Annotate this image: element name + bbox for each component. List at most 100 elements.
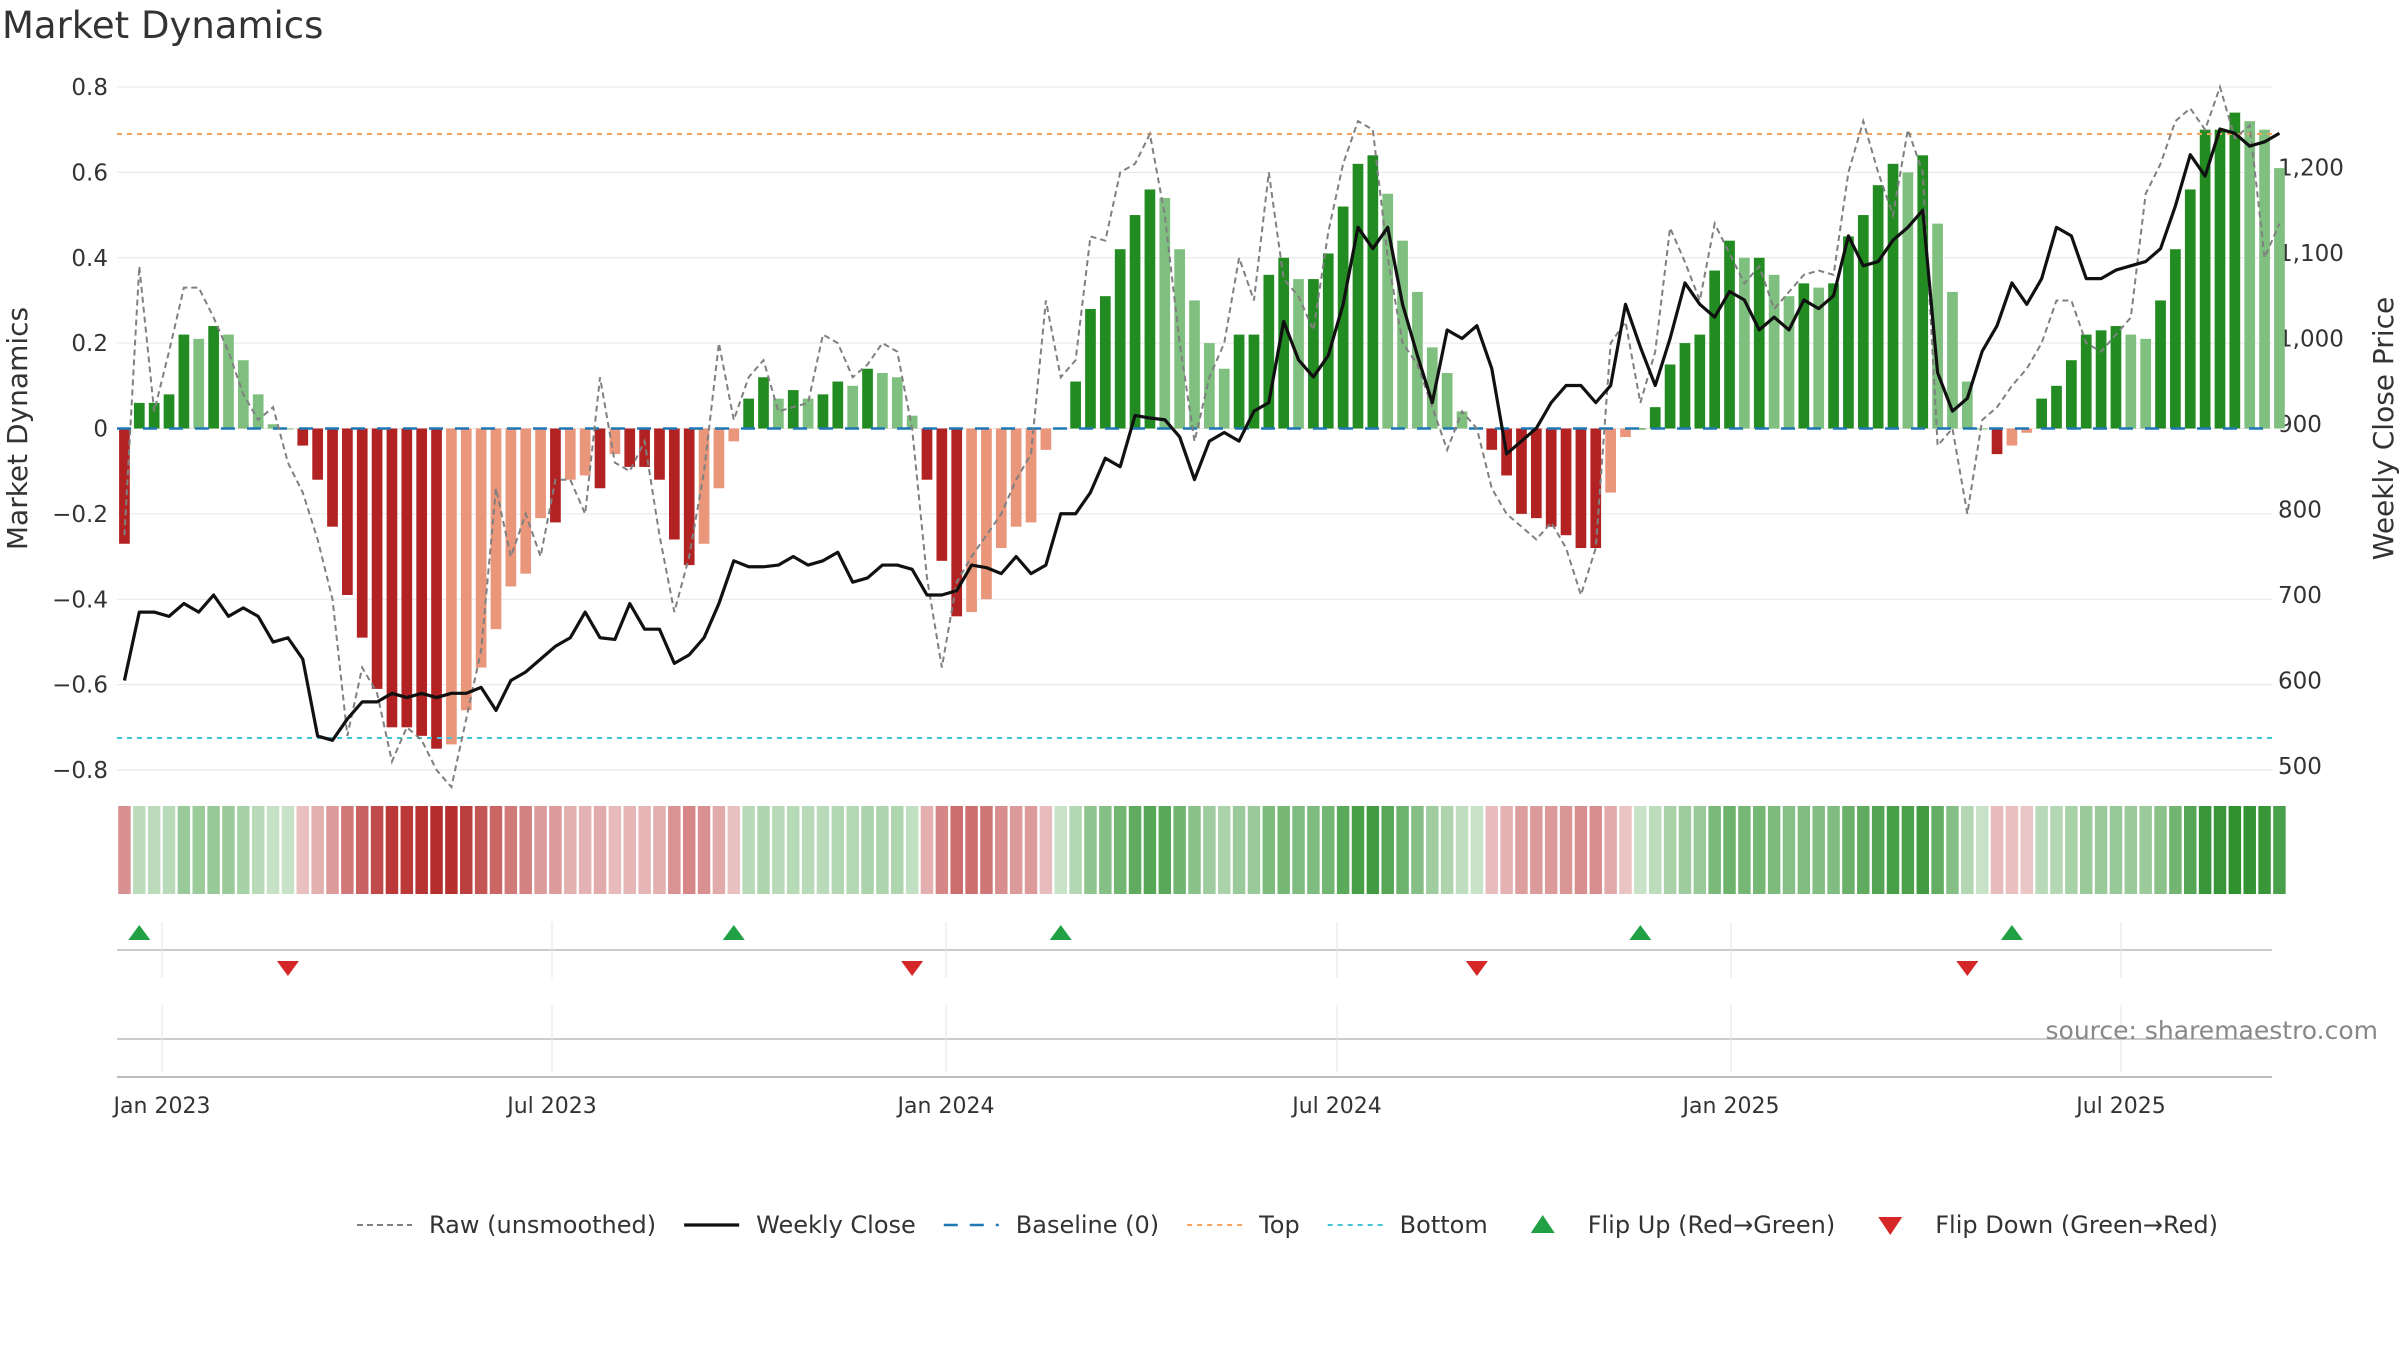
dynamics-bar [312,428,323,480]
legend-label: Flip Up (Red→Green) [1588,1211,1836,1239]
heat-strip-cell [1485,806,1498,894]
heat-strip-cell [1128,806,1142,894]
heat-strip-cell [1842,806,1855,894]
heat-strip-cell [1886,806,1900,894]
heat-strip-cell [1217,806,1231,894]
dynamics-bar [1679,343,1691,429]
heat-strip-cell [504,806,518,894]
legend-flip-down-swatch [1878,1217,1903,1235]
heat-strip-cell [1619,806,1632,894]
dynamics-bar [2259,129,2270,429]
dynamics-bar [2021,428,2033,433]
heat-strip-cell [1351,806,1365,894]
heat-strip-cell [2050,806,2063,894]
heat-strip-cell [296,806,310,894]
heat-strip-cell [1990,806,2004,894]
dynamics-bar [698,428,710,544]
dynamics-bar [1590,428,1602,549]
dynamics-bar [1099,296,1111,429]
heat-strip-cell [801,806,815,894]
heat-strip-cell [995,806,1008,894]
dynamics-bar [2066,360,2077,429]
dynamics-bar [1367,155,1379,429]
heat-strip-cell [564,806,577,894]
heat-strip-cell [1099,806,1112,894]
heat-strip-cell [1039,806,1053,894]
dynamics-bar [1218,368,1230,429]
dynamics-bar [2051,385,2062,429]
heat-strip-cell [2109,806,2123,894]
flip-down-marker [276,961,299,976]
dynamics-bar [1976,428,1988,430]
dynamics-bar [2080,334,2092,429]
heat-strip-cell [118,806,131,894]
dynamics-bar [401,428,413,728]
dynamics-bar [1947,291,1958,429]
dynamics-bar [1857,215,1869,429]
dynamics-bar [1530,428,1542,519]
heat-strip-cell [1381,806,1394,894]
y-right-tick-label: 600 [2278,669,2322,695]
heat-strip-cell [1396,806,1409,894]
heat-strip-cell [445,806,458,894]
legend-item: Top [1187,1211,1300,1239]
dynamics-bar [520,428,532,574]
dynamics-bar [1843,236,1854,429]
dynamics-bar [1961,381,1973,429]
dynamics-bar [936,428,948,561]
dynamics-bar [1159,197,1171,429]
dynamics-bar [564,428,576,480]
heat-strip-cell [2139,806,2152,894]
heat-strip-cell [1411,806,1424,894]
heat-strip-cell [1336,806,1350,894]
heat-strip-cell [2258,806,2271,894]
dynamics-bar [1085,308,1096,429]
heat-strip-cell [668,806,681,894]
dynamics-bar [252,394,264,429]
heat-strip-cell [519,806,532,894]
dynamics-bar [1902,172,1914,429]
legend-label: Raw (unsmoothed) [429,1211,656,1239]
dynamics-bar [906,415,918,429]
heat-strip-cell [311,806,324,894]
y-left-tick-label: 0.4 [71,246,108,272]
dynamics-bar [758,377,769,429]
dynamics-bar [371,428,383,689]
heat-strip-cell [1232,806,1246,894]
heat-strip-cell [370,806,384,894]
heat-strip-cell [1871,806,1885,894]
dynamics-bar [2125,334,2137,429]
dynamics-bar [1486,428,1498,450]
dynamics-bar [178,334,190,429]
raw-series-line [123,83,2281,790]
x-tick-label: Jan 2024 [896,1094,995,1119]
dynamics-bar [1397,240,1408,429]
heat-strip-cell [1797,806,1811,894]
heat-strip-cell [1738,806,1751,894]
legend-flip-up-swatch [1530,1215,1555,1233]
heat-strip-cell [772,806,785,894]
dynamics-bar [1456,411,1468,429]
heat-strip-cell [1678,806,1692,894]
dynamics-bar [475,428,487,668]
heat-strip-cell [415,806,428,894]
heat-strip-cell [1247,806,1261,894]
heat-strip-cell [1901,806,1915,894]
heat-strip-cell [727,806,741,894]
dynamics-bar [624,428,636,467]
flip-up-marker [1629,925,1652,940]
dynamics-bar [386,428,398,728]
heat-strip-cell [1723,806,1736,894]
heat-strip-cell [460,806,473,894]
dynamics-bar [1739,257,1750,429]
dynamics-bar [713,428,725,489]
dynamics-bar [2110,326,2122,429]
dynamics-bar [1263,274,1275,429]
weekly-close-line [122,127,2281,742]
heat-strip-cell [1916,806,1929,894]
dynamics-bar [787,390,799,429]
dynamics-bar [2095,330,2107,429]
heat-strip-cell [1827,806,1840,894]
heat-strip-cell [742,806,755,894]
